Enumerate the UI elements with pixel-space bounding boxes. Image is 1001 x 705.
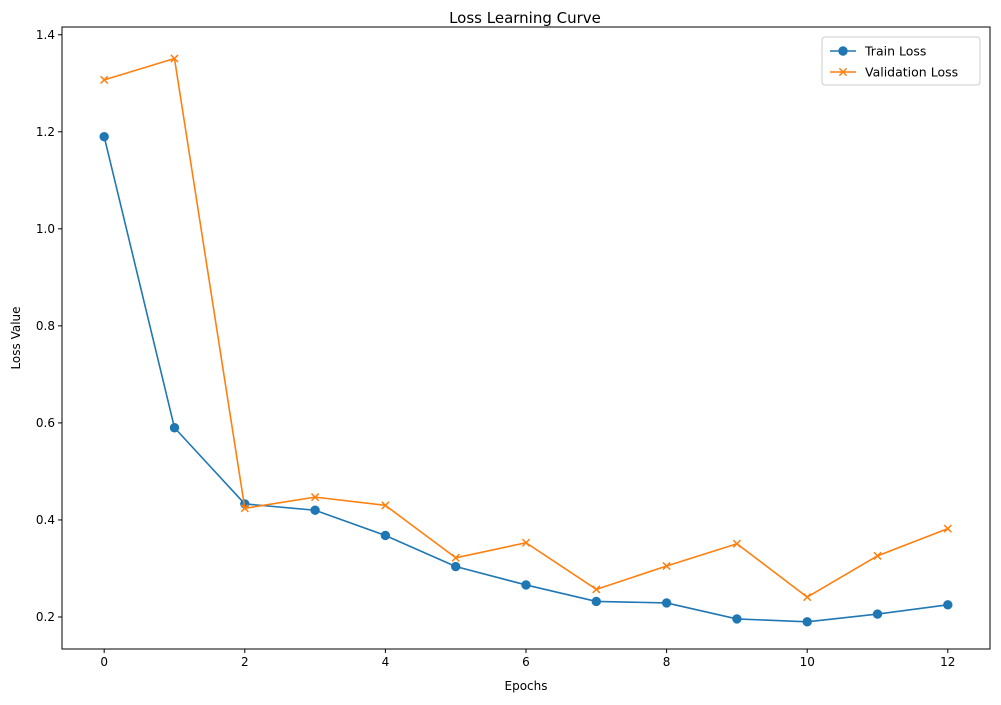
- data-point-train-loss: [661, 598, 672, 608]
- y-axis-label: Loss Value: [9, 306, 23, 369]
- legend-swatch-marker-stroke-b: [838, 67, 848, 77]
- legend-label: Validation Loss: [865, 65, 958, 80]
- x-tick-label: 8: [663, 655, 671, 669]
- data-point-validation-loss-stroke-b: [100, 75, 109, 85]
- data-point-validation-loss-stroke-b: [240, 504, 249, 513]
- data-point-validation-loss-stroke-b: [381, 501, 390, 510]
- data-point-train-loss: [943, 600, 953, 610]
- data-point-train-loss: [802, 617, 812, 627]
- data-point-validation-loss-stroke-b: [662, 561, 671, 571]
- y-tick-label: 0.8: [36, 319, 55, 333]
- data-point-validation-loss: [803, 592, 812, 602]
- data-point-validation-loss: [662, 561, 671, 571]
- y-tick-label: 1.4: [36, 28, 55, 42]
- data-point-validation-loss-stroke-b: [873, 551, 882, 560]
- y-tick-label: 1.0: [36, 222, 55, 236]
- legend-item: Validation Loss: [830, 65, 958, 80]
- data-point-validation-loss: [310, 493, 320, 502]
- data-point-validation-loss-stroke-b: [310, 493, 320, 502]
- data-point-validation-loss-stroke-b: [732, 539, 742, 548]
- data-point-validation-loss: [451, 553, 460, 562]
- x-axis-ticks: 0 2 4 6 8 10 12: [100, 649, 955, 669]
- data-point-validation-loss: [873, 551, 882, 560]
- legend-swatch-marker: [838, 46, 848, 56]
- y-tick-label: 0.4: [36, 513, 55, 527]
- data-point-validation-loss-stroke-b: [943, 524, 952, 533]
- legend-label: Train Loss: [864, 44, 926, 59]
- y-axis-ticks: 0.2 0.4 0.6 0.8 1.0 1.2 1.4: [36, 28, 62, 624]
- y-tick-label: 0.2: [36, 610, 55, 624]
- plot-frame: [61, 26, 991, 650]
- x-axis-label: Epochs: [505, 679, 548, 693]
- data-point-validation-loss: [100, 75, 109, 85]
- data-point-validation-loss-stroke-b: [592, 585, 601, 594]
- chart-legend: Train Loss Validation Loss: [821, 36, 981, 86]
- x-tick-label: 4: [382, 655, 390, 669]
- legend-item: Train Loss: [830, 44, 926, 59]
- data-point-validation-loss: [732, 539, 742, 548]
- plot-data-layer: [99, 54, 953, 627]
- data-point-train-loss: [732, 614, 742, 624]
- y-tick-label: 1.2: [36, 125, 55, 139]
- data-point-train-loss: [872, 609, 883, 619]
- data-point-train-loss: [99, 131, 109, 142]
- data-point-train-loss: [380, 530, 391, 541]
- data-point-validation-loss-stroke-b: [521, 538, 531, 547]
- x-tick-label: 6: [522, 655, 530, 669]
- data-point-validation-loss-stroke-b: [451, 553, 460, 562]
- legend-swatch-marker: [838, 67, 848, 77]
- x-tick-label: 10: [800, 655, 815, 669]
- data-point-train-loss: [169, 423, 180, 433]
- data-point-train-loss: [591, 596, 602, 607]
- data-point-validation-loss: [521, 538, 531, 547]
- data-point-validation-loss: [240, 504, 249, 513]
- data-point-validation-loss-stroke-b: [170, 54, 179, 63]
- data-point-validation-loss-stroke-b: [803, 592, 812, 602]
- data-point-validation-loss: [943, 524, 952, 533]
- chart-title: Loss Learning Curve: [449, 9, 601, 27]
- y-tick-label: 0.6: [36, 416, 55, 430]
- data-point-validation-loss: [170, 54, 179, 63]
- data-point-train-loss: [521, 580, 531, 590]
- data-point-train-loss: [450, 561, 461, 572]
- x-tick-label: 2: [241, 655, 249, 669]
- data-point-validation-loss: [381, 501, 390, 510]
- data-point-train-loss: [310, 505, 320, 515]
- series-validation-loss: [100, 54, 952, 602]
- x-tick-label: 0: [100, 655, 108, 669]
- x-tick-label: 12: [940, 655, 955, 669]
- legend-box: [821, 36, 981, 86]
- data-point-validation-loss: [592, 585, 601, 594]
